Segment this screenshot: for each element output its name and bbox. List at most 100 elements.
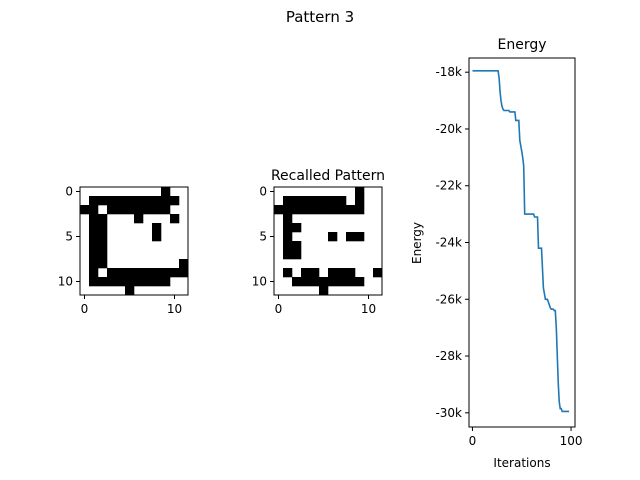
recalled-pattern-cell [337,196,347,206]
original-pattern-cell [116,268,126,278]
original-pattern-cell [107,205,117,215]
recalled-pattern-cell [274,205,284,215]
recalled-pattern-cell [346,232,356,242]
original-pattern-ytick-label: 5 [65,230,73,244]
recalled-pattern-frame [273,186,383,296]
energy-chart-title: Energy [497,37,546,53]
recalled-pattern-cell [337,205,347,215]
original-pattern-cell [89,205,99,215]
energy-series-line [472,70,570,413]
original-pattern-cell [134,277,144,287]
original-pattern-cell [125,268,135,278]
original-pattern-cell [89,223,99,233]
recalled-pattern-cell [346,205,356,215]
original-pattern-cell [152,268,162,278]
energy-xtick-label: 100 [560,434,583,448]
recalled-pattern-ytick-label: 10 [252,275,267,289]
recalled-pattern-cell [301,205,311,215]
original-pattern-cell [89,277,99,287]
original-pattern-cell [143,268,153,278]
original-pattern-cell [143,205,153,215]
original-pattern-cell [89,250,99,260]
recalled-pattern-cell [292,196,302,206]
energy-ytick-label: -20k [435,122,462,136]
recalled-pattern-title: Recalled Pattern [271,168,385,184]
original-pattern-cell [98,196,108,206]
recalled-pattern-cell [310,205,320,215]
recalled-pattern-cell [355,196,365,206]
original-pattern-cell [152,223,162,233]
recalled-pattern-cell [328,205,338,215]
original-pattern-cell [161,277,171,287]
recalled-pattern-cell [301,268,311,278]
original-pattern-cell [170,196,180,206]
original-pattern-cell [89,268,99,278]
recalled-pattern-cell [319,286,329,296]
original-pattern-cell [134,196,144,206]
recalled-pattern-cell [328,232,338,242]
recalled-pattern-cell [292,205,302,215]
recalled-pattern-cell [292,277,302,287]
recalled-pattern-cell [283,250,293,260]
original-pattern-cell [134,205,144,215]
original-pattern-cell [125,286,135,296]
recalled-pattern-ytick-label: 0 [259,185,267,199]
original-pattern-xtick-label: 0 [81,302,89,316]
original-pattern-cell [89,196,99,206]
original-pattern-cell [107,277,117,287]
recalled-pattern-xtick-label: 0 [275,302,283,316]
original-pattern-ytick-label: 10 [58,275,73,289]
energy-ytick-label: -26k [435,292,462,306]
recalled-pattern-cell [373,268,383,278]
energy-ytick-label: -24k [435,236,462,250]
recalled-pattern-cell [319,196,329,206]
recalled-pattern-cell [355,205,365,215]
recalled-pattern-cell [301,277,311,287]
recalled-pattern-cell [283,241,293,251]
recalled-pattern-cell [346,277,356,287]
recalled-pattern-ytick-label: 5 [259,230,267,244]
original-pattern-cell [116,196,126,206]
original-pattern-cell [152,277,162,287]
original-pattern-cell [161,187,171,197]
energy-plot-frame [468,57,576,428]
original-pattern-cell [89,214,99,224]
original-pattern-cell [152,205,162,215]
original-pattern-cell [98,214,108,224]
recalled-pattern-cell [328,268,338,278]
original-pattern-cell [98,241,108,251]
recalled-pattern-cell [319,205,329,215]
energy-xtick-label: 0 [469,434,477,448]
original-pattern-cell [98,232,108,242]
energy-ytick-label: -18k [435,65,462,79]
original-pattern-cell [143,196,153,206]
original-pattern-cell [170,214,180,224]
original-pattern-cell [143,277,153,287]
original-pattern-cell [161,205,171,215]
recalled-pattern-cell [355,187,365,197]
original-pattern-cell [89,241,99,251]
original-pattern-cell [98,259,108,269]
original-pattern-cell [98,250,108,260]
recalled-pattern-chart: Recalled Pattern 0 10 0 5 10 [252,168,385,316]
original-pattern-cell [107,268,117,278]
recalled-pattern-cell [283,232,293,242]
original-pattern-cell [80,205,90,215]
recalled-pattern-cell [346,268,356,278]
recalled-pattern-cell [292,223,302,233]
recalled-pattern-cell [328,196,338,206]
energy-ytick-label: -30k [435,406,462,420]
recalled-pattern-cell [337,268,347,278]
recalled-pattern-cell [283,223,293,233]
original-pattern-cell [161,268,171,278]
original-pattern-cell [89,232,99,242]
original-pattern-cell [125,205,135,215]
recalled-pattern-cell [310,268,320,278]
recalled-pattern-cell [292,250,302,260]
original-pattern-cell [161,196,171,206]
original-pattern-ytick-label: 0 [65,185,73,199]
recalled-pattern-cell [355,277,365,287]
recalled-pattern-cell [337,277,347,287]
